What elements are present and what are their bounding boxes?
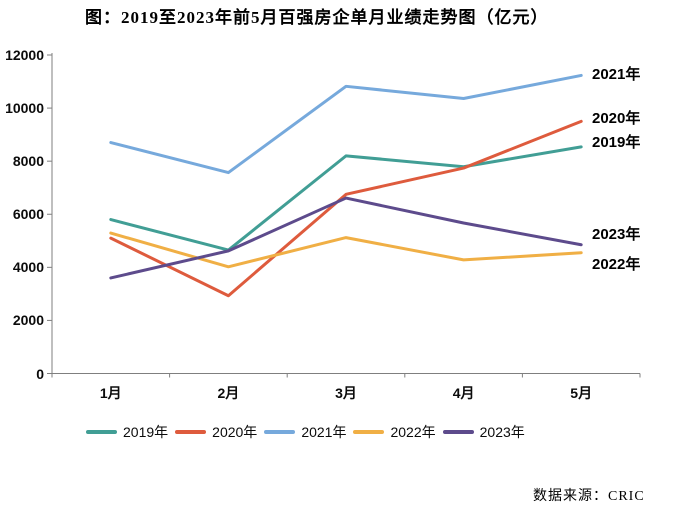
legend: 2019年 2020年 2021年 2022年 2023年	[86, 424, 532, 440]
x-axis-label: 2月	[217, 385, 240, 401]
legend-swatch-icon	[442, 430, 474, 434]
y-axis-label: 10000	[5, 100, 44, 117]
line-2021	[109, 73, 583, 175]
legend-label: 2022年	[390, 424, 436, 440]
legend-item-2021: 2021年	[264, 424, 346, 440]
series-end-label-2020: 2020年	[592, 110, 641, 127]
y-axis-label: 0	[36, 365, 44, 382]
line-2020	[109, 119, 583, 298]
x-axis-label: 3月	[335, 385, 357, 401]
line-2023	[109, 196, 583, 280]
x-axis-label: 1月	[99, 385, 122, 401]
series-end-label-2019: 2019年	[592, 134, 641, 151]
series-end-label-2021: 2021年	[592, 66, 641, 83]
y-axis-label: 2000	[12, 312, 44, 329]
series-end-label-2022: 2022年	[592, 256, 641, 273]
legend-item-2023: 2023年	[442, 424, 525, 440]
y-axis-label: 12000	[5, 47, 44, 63]
legend-item-2019: 2019年	[86, 424, 168, 440]
legend-swatch-icon	[264, 430, 296, 434]
legend-swatch-icon	[353, 430, 385, 434]
series-end-label-2023: 2023年	[592, 226, 641, 243]
x-axis-label: 4月	[452, 385, 475, 401]
line-2019	[109, 145, 583, 252]
legend-item-2022: 2022年	[353, 424, 436, 440]
legend-label: 2019年	[123, 424, 169, 440]
legend-item-2020: 2020年	[175, 424, 257, 440]
y-axis-label: 8000	[12, 153, 44, 170]
chart-title: 图：2019至2023年前5月百强房企单月业绩走势图（亿元）	[85, 8, 549, 27]
data-source: 数据来源：CRIC	[533, 489, 645, 504]
legend-label: 2020年	[212, 424, 258, 440]
legend-label: 2021年	[301, 424, 347, 440]
legend-label: 2023年	[479, 424, 525, 440]
line-2022	[109, 231, 583, 269]
legend-swatch-icon	[175, 430, 207, 434]
y-axis-label: 6000	[12, 206, 44, 223]
legend-swatch-icon	[86, 430, 117, 434]
y-axis-label: 4000	[12, 259, 44, 276]
x-axis-label: 5月	[570, 385, 593, 401]
